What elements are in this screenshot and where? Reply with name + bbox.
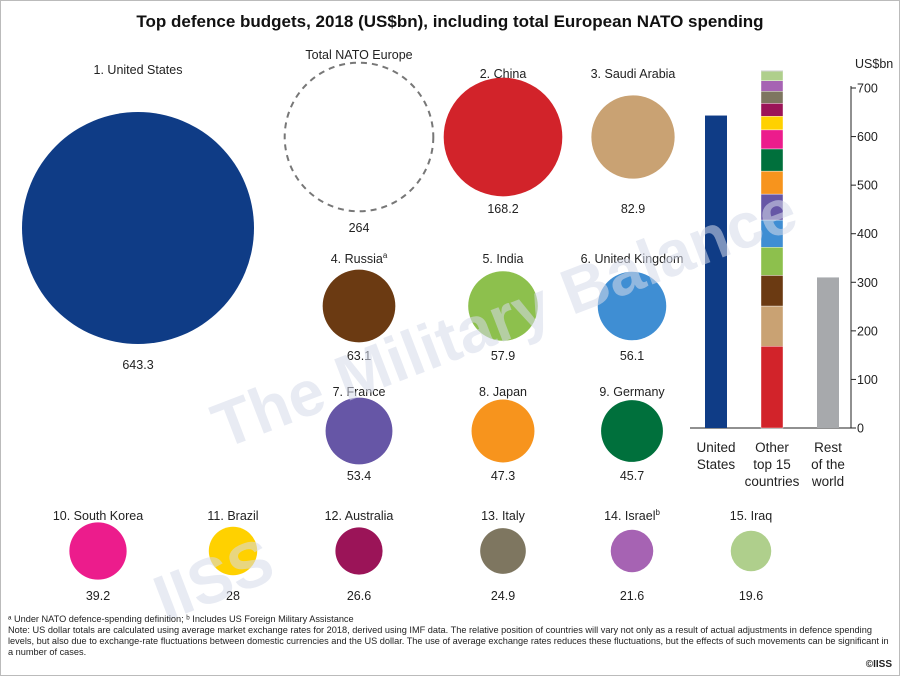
bubble-label-australia: 12. Australia bbox=[325, 509, 394, 523]
copyright: ©IISS bbox=[865, 659, 892, 670]
bubble-value-italy: 24.9 bbox=[491, 589, 515, 603]
bubble-iraq bbox=[730, 530, 772, 572]
bubble-label-russia: 4. Russiaa bbox=[331, 251, 388, 266]
note-text: Note: US dollar totals are calculated us… bbox=[8, 625, 889, 657]
bubble-value-iraq: 19.6 bbox=[739, 589, 763, 603]
bubble-label-saudi-arabia: 3. Saudi Arabia bbox=[591, 67, 676, 81]
bubble-label-china: 2. China bbox=[480, 67, 527, 81]
y-tick-label: 700 bbox=[857, 82, 878, 96]
bubble-united-kingdom bbox=[597, 271, 667, 341]
bubble-japan bbox=[471, 399, 535, 463]
bubble-italy bbox=[480, 528, 526, 574]
bubble-south-korea bbox=[69, 522, 127, 580]
footnote: ᵃ Under NATO defence-spending definition… bbox=[8, 614, 354, 624]
bubble-china bbox=[443, 77, 563, 197]
bubble-value-united-kingdom: 56.1 bbox=[620, 349, 644, 363]
bubble-russia bbox=[322, 269, 396, 343]
bubble-value-saudi-arabia: 82.9 bbox=[621, 202, 645, 216]
bubble-united-states bbox=[22, 112, 254, 344]
bubble-value-germany: 45.7 bbox=[620, 469, 644, 483]
bubble-value-france: 53.4 bbox=[347, 469, 371, 483]
y-tick-label: 200 bbox=[857, 324, 878, 338]
bubble-label-brazil: 11. Brazil bbox=[207, 509, 258, 523]
bubble-value-india: 57.9 bbox=[491, 349, 515, 363]
y-tick-label: 0 bbox=[857, 422, 864, 436]
category-label-united-states: United States bbox=[696, 440, 735, 472]
bubble-value-australia: 26.6 bbox=[347, 589, 371, 603]
bubble-label-germany: 9. Germany bbox=[599, 385, 665, 399]
stack-segment-brazil bbox=[760, 116, 784, 131]
bubble-germany bbox=[601, 400, 663, 462]
bubble-total-nato-europe bbox=[283, 61, 435, 213]
bubble-label-france: 7. France bbox=[333, 385, 386, 399]
bubble-label-italy: 13. Italy bbox=[481, 509, 526, 523]
bubble-saudi-arabia bbox=[591, 95, 675, 179]
stack-segment-australia bbox=[760, 103, 784, 117]
y-tick-label: 100 bbox=[857, 373, 878, 387]
y-tick-label: 600 bbox=[857, 130, 878, 144]
bubble-label-iraq: 15. Iraq bbox=[730, 509, 772, 523]
stack-segment-israel bbox=[760, 80, 784, 92]
bubble-brazil bbox=[208, 526, 258, 576]
bubble-label-japan: 8. Japan bbox=[479, 385, 527, 399]
stack-segment-iraq bbox=[760, 71, 784, 81]
stack-segment-italy bbox=[760, 91, 784, 104]
bar-united-states bbox=[705, 115, 727, 428]
bubble-value-united-states: 643.3 bbox=[122, 358, 153, 372]
stack-segment-china bbox=[760, 346, 784, 429]
chart-title: Top defence budgets, 2018 (US$bn), inclu… bbox=[136, 12, 763, 31]
bubble-value-total-nato-europe: 264 bbox=[349, 221, 370, 235]
y-tick-label: 500 bbox=[857, 179, 878, 193]
stack-segment-south-korea bbox=[760, 129, 784, 150]
bubble-label-united-states: 1. United States bbox=[94, 63, 183, 77]
bubble-value-south-korea: 39.2 bbox=[86, 589, 110, 603]
bubble-australia bbox=[335, 527, 383, 575]
y-tick-label: 400 bbox=[857, 227, 878, 241]
notes: ᵃ Under NATO defence-spending definition… bbox=[8, 614, 894, 658]
bubble-label-india: 5. India bbox=[482, 252, 523, 266]
stack-segment-remainder bbox=[761, 70, 783, 72]
bubble-label-south-korea: 10. South Korea bbox=[53, 509, 143, 523]
bubble-value-russia: 63.1 bbox=[347, 349, 371, 363]
stack-segment-russia bbox=[760, 275, 784, 307]
y-axis-label: US$bn bbox=[855, 57, 893, 71]
bubble-label-total-nato-europe: Total NATO Europe bbox=[305, 48, 412, 62]
bubble-france bbox=[325, 397, 393, 465]
bubble-israel bbox=[610, 529, 654, 573]
bubble-label-israel: 14. Israelb bbox=[604, 508, 660, 523]
category-label-other-top-15-countries: Other top 15 countries bbox=[745, 440, 800, 489]
bubble-value-israel: 21.6 bbox=[620, 589, 644, 603]
y-tick-label: 300 bbox=[857, 276, 878, 290]
bubble-label-united-kingdom: 6. United Kingdom bbox=[581, 252, 684, 266]
category-label-rest-of-the-world: Rest of the world bbox=[811, 440, 845, 489]
bar-rest-of-world bbox=[817, 277, 839, 428]
bubble-value-china: 168.2 bbox=[487, 202, 518, 216]
bubble-india bbox=[468, 271, 538, 341]
stack-segment-saudi-arabia bbox=[760, 305, 784, 347]
bubble-value-brazil: 28 bbox=[226, 589, 240, 603]
bubble-value-japan: 47.3 bbox=[491, 469, 515, 483]
stack-segment-germany bbox=[760, 148, 784, 172]
